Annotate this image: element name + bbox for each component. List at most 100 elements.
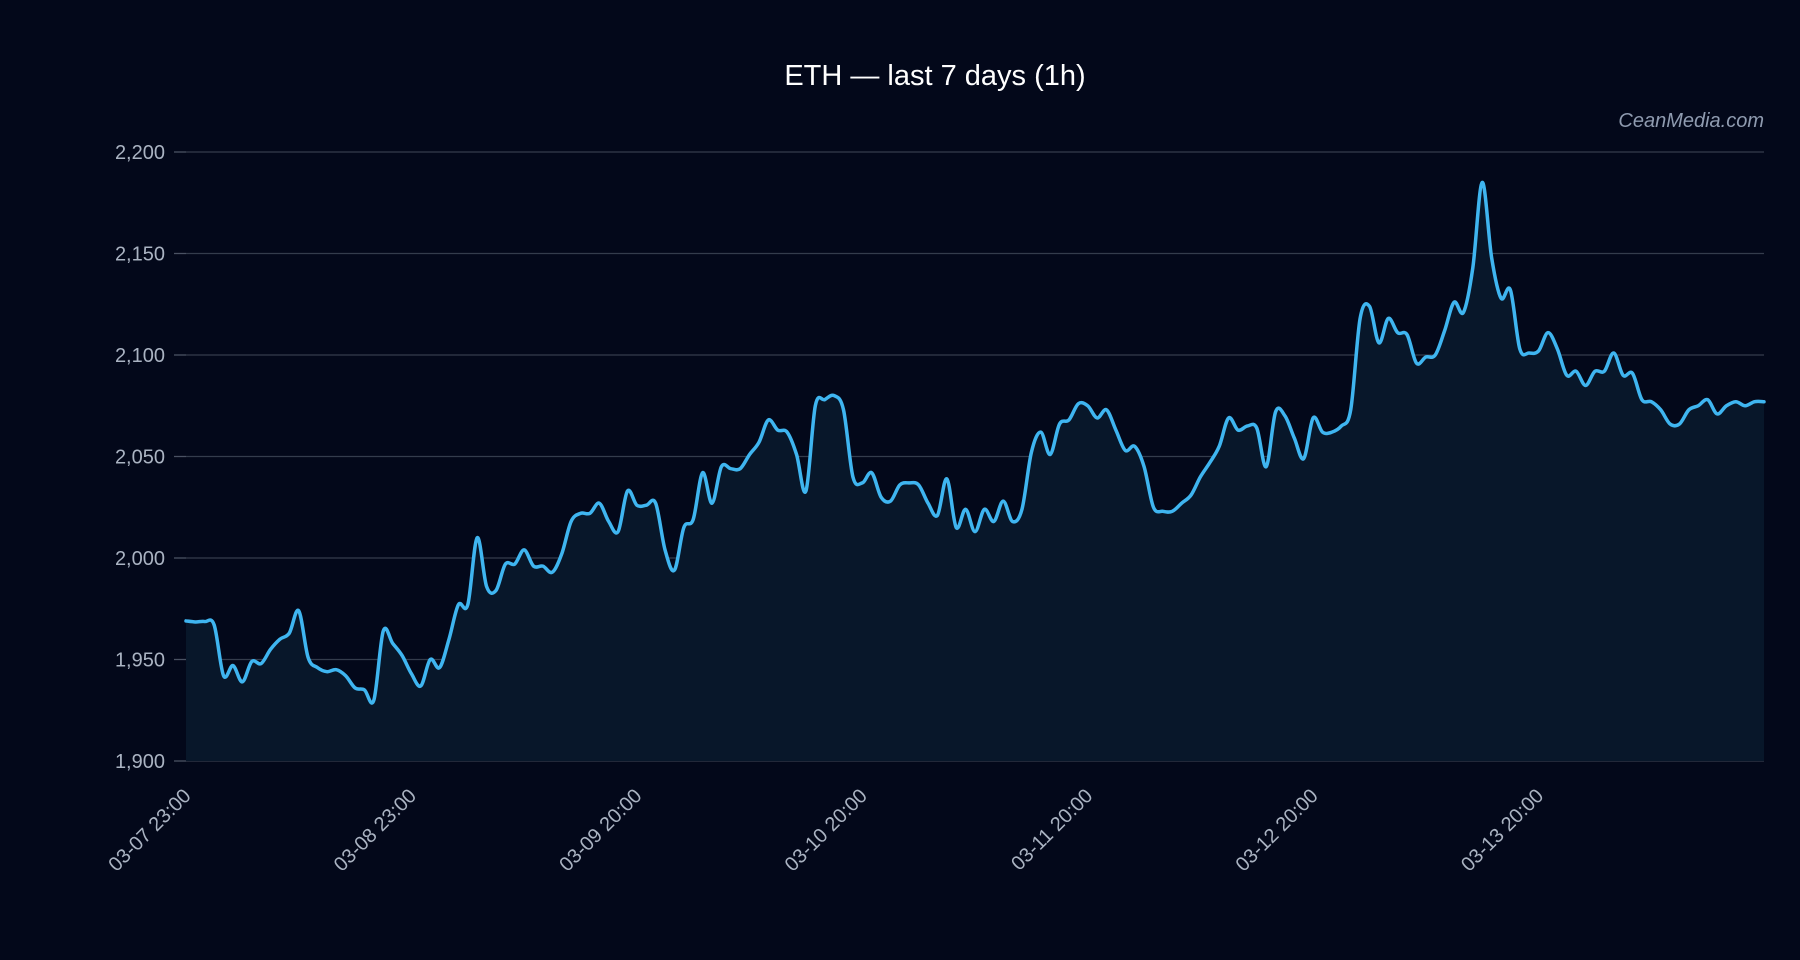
data-point bbox=[1133, 445, 1137, 449]
data-point bbox=[381, 629, 385, 633]
data-point bbox=[1114, 428, 1118, 432]
data-point bbox=[1499, 296, 1503, 300]
data-point bbox=[814, 404, 818, 408]
data-point bbox=[983, 507, 987, 511]
data-point bbox=[1095, 416, 1099, 420]
y-axis: 1,900 1,950 2,000 2,050 2,100 2,150 2,200 bbox=[115, 142, 186, 773]
data-point bbox=[1274, 410, 1278, 414]
data-point bbox=[1161, 510, 1165, 514]
data-point bbox=[1199, 475, 1203, 479]
data-point bbox=[1246, 424, 1250, 428]
data-point bbox=[1696, 404, 1700, 408]
data-point bbox=[372, 698, 376, 702]
data-point bbox=[1518, 347, 1522, 351]
data-point bbox=[870, 471, 874, 475]
data-point bbox=[1020, 507, 1024, 511]
data-point bbox=[203, 620, 207, 624]
data-point bbox=[889, 499, 893, 503]
data-point bbox=[1480, 181, 1484, 185]
data-point bbox=[184, 619, 188, 623]
data-point bbox=[1603, 369, 1607, 373]
data-point bbox=[757, 440, 761, 444]
data-point bbox=[701, 471, 705, 475]
data-point bbox=[438, 666, 442, 670]
data-point bbox=[1189, 493, 1193, 497]
data-point bbox=[316, 666, 320, 670]
data-point bbox=[475, 536, 479, 540]
data-point bbox=[1433, 353, 1437, 357]
data-point bbox=[785, 430, 789, 434]
data-point bbox=[1490, 256, 1494, 260]
data-point bbox=[1452, 300, 1456, 304]
data-point bbox=[588, 512, 592, 516]
data-point bbox=[748, 453, 752, 457]
data-point bbox=[973, 530, 977, 534]
data-point bbox=[1527, 351, 1531, 355]
data-point bbox=[926, 501, 930, 505]
data-point bbox=[504, 562, 508, 566]
data-point bbox=[419, 684, 423, 688]
data-point bbox=[1340, 424, 1344, 428]
data-point bbox=[832, 394, 836, 398]
data-point bbox=[860, 481, 864, 485]
data-point bbox=[673, 568, 677, 572]
data-point bbox=[1123, 449, 1127, 453]
data-point bbox=[241, 680, 245, 684]
data-point bbox=[1593, 369, 1597, 373]
data-point bbox=[1311, 416, 1315, 420]
data-point bbox=[522, 548, 526, 552]
y-tick-label: 2,200 bbox=[115, 142, 165, 164]
data-point bbox=[879, 495, 883, 499]
data-point bbox=[1725, 404, 1729, 408]
data-point bbox=[1471, 266, 1475, 270]
data-point bbox=[776, 428, 780, 432]
data-point bbox=[297, 609, 301, 613]
data-point bbox=[212, 623, 216, 627]
data-point bbox=[1762, 400, 1766, 404]
watermark: CeanMedia.com bbox=[1618, 110, 1764, 132]
data-point bbox=[1574, 369, 1578, 373]
data-point bbox=[1649, 400, 1653, 404]
y-tick-label: 2,050 bbox=[115, 447, 165, 469]
data-point bbox=[494, 589, 498, 593]
y-tick-label: 2,100 bbox=[115, 345, 165, 367]
data-point bbox=[607, 520, 611, 524]
data-point bbox=[1255, 426, 1259, 430]
data-point bbox=[334, 668, 338, 672]
data-point bbox=[344, 674, 348, 678]
data-point bbox=[259, 662, 263, 666]
data-point bbox=[1546, 331, 1550, 335]
data-point bbox=[823, 398, 827, 402]
data-point bbox=[1405, 333, 1409, 337]
data-point bbox=[222, 674, 226, 678]
y-tick-label: 1,900 bbox=[115, 751, 165, 773]
data-point bbox=[1011, 520, 1015, 524]
data-point bbox=[560, 552, 564, 556]
data-point bbox=[1349, 408, 1353, 412]
data-point bbox=[1368, 304, 1372, 308]
data-point bbox=[898, 483, 902, 487]
data-point bbox=[1556, 347, 1560, 351]
data-point bbox=[1142, 465, 1146, 469]
price-line bbox=[184, 180, 1766, 705]
data-point bbox=[1631, 371, 1635, 375]
data-point bbox=[1330, 430, 1334, 434]
data-point bbox=[306, 656, 310, 660]
data-point bbox=[1640, 398, 1644, 402]
data-point bbox=[428, 658, 432, 662]
data-point bbox=[663, 548, 667, 552]
data-point bbox=[1170, 510, 1174, 514]
data-point bbox=[1668, 422, 1672, 426]
y-tick-label: 2,000 bbox=[115, 548, 165, 570]
data-point bbox=[1621, 374, 1625, 378]
data-point bbox=[1058, 422, 1062, 426]
data-point bbox=[532, 564, 536, 568]
data-point bbox=[194, 620, 198, 624]
data-point bbox=[1302, 457, 1306, 461]
data-point bbox=[767, 418, 771, 422]
data-point bbox=[457, 603, 461, 607]
data-point bbox=[654, 501, 658, 505]
data-point bbox=[1358, 317, 1362, 321]
data-point bbox=[1753, 400, 1757, 404]
data-point bbox=[353, 686, 357, 690]
